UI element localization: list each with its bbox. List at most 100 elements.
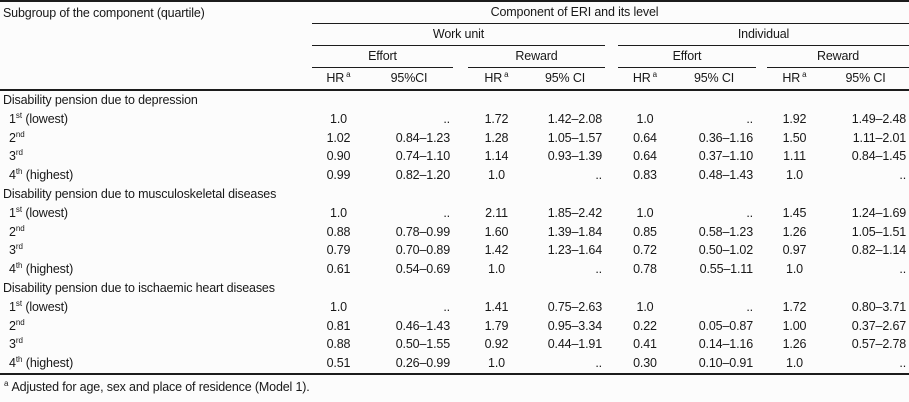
ci-value: 0.55–1.11 [699,262,753,277]
ci-value: 1.23–1.64 [547,243,602,258]
subheader-individual-reward: Reward [767,45,909,68]
header-spacer [0,23,312,45]
column-gap [453,223,468,242]
section-title: Disability pension due to depression [3,93,198,107]
ci-value: .. [443,111,450,126]
column-gap [453,110,468,129]
hr-value: 1.0 [636,299,654,314]
hr-value: 1.50 [782,130,807,145]
hr-value: 0.78 [633,262,657,277]
ci-value: .. [525,354,605,375]
ci-value: 0.36–1.16 [698,130,753,145]
table-footnote: a Adjusted for age, sex and place of resi… [2,379,909,394]
ci-value: 0.58–1.23 [698,224,753,239]
column-gap [453,129,468,148]
hr-value: 1.00 [782,318,807,333]
hr-value: 1.0 [636,205,654,220]
hr-value: 1.0 [786,168,803,183]
column-gap [605,298,618,317]
ci-value: 0.74–1.10 [395,149,450,164]
section-row-musculoskeletal: Disability pension due to musculoskeleta… [0,185,909,204]
ci-value: .. [746,299,753,314]
quartile-label: 2nd [9,317,25,333]
hr-footnote-marker: a [346,70,351,80]
hr-value: 0.99 [326,168,351,183]
column-gap [605,260,618,279]
column-gap [453,298,468,317]
hr-value: 0.51 [312,354,365,375]
hr-footnote-marker: a [802,70,807,80]
component-of-eri-header: Component of ERI and its level [312,1,909,24]
table-row: 3rd 0.90 0.74–1.10 1.14 0.93–1.39 0.64 0… [0,147,909,166]
hr-value: 1.11 [783,149,806,164]
ci-value: 0.70–0.89 [395,243,450,258]
section-row-ischaemic: Disability pension due to ischaemic hear… [0,279,909,298]
hr-value: 1.0 [330,111,347,126]
ci-value: .. [595,262,602,277]
quartile-label: 1st (lowest) [9,204,68,220]
hr-value: 0.61 [326,262,351,277]
column-gap [605,166,618,185]
column-gap [453,335,468,354]
ci-value: 0.37–2.67 [851,318,907,333]
hr-value: 0.64 [633,130,657,145]
ci-value: .. [899,262,907,277]
section-title: Disability pension due to musculoskeleta… [3,186,277,201]
table-row: 1st (lowest) 1.0 .. 1.72 1.42–2.08 1.0 .… [0,110,909,129]
ci-value: 0.46–1.43 [395,318,450,333]
subheader-work-unit-reward: Reward [468,45,605,68]
ci-value: .. [746,205,753,220]
column-gap [756,335,767,354]
column-gap [605,354,618,375]
eri-hazard-ratio-table: Subgroup of the component (quartile) Com… [0,0,909,375]
column-gap [605,317,618,336]
header-spacer [0,67,312,91]
column-gap [605,241,618,260]
hr-value: 1.28 [484,130,509,145]
ci-value: 0.14–1.16 [698,337,753,352]
hr-value: 1.26 [782,337,807,352]
hr-value: 1.60 [484,224,509,239]
hr-value: 0.81 [326,318,351,333]
column-gap [453,241,468,260]
ci-column-header: 95%CI [365,67,453,91]
quartile-label: 3rd [9,148,23,164]
hr-value: 1.92 [782,111,807,126]
ci-value: 0.10–0.91 [672,354,756,375]
ci-column-header: 95% CI [672,67,756,91]
hr-value: 1.0 [786,262,803,277]
hr-value: 0.92 [484,337,509,352]
quartile-label: 3rd [9,336,23,352]
ci-value: 0.50–1.02 [698,243,753,258]
ci-value: .. [899,168,907,183]
column-gap [453,147,468,166]
hr-value: 0.79 [326,243,351,258]
quartile-label: 4th (highest) [9,167,74,183]
column-gap [756,110,767,129]
hr-footnote-marker: a [652,70,658,80]
hr-value: 0.97 [782,243,807,258]
ci-value: 1.39–1.84 [547,224,602,239]
ci-value: 0.50–1.55 [395,337,450,352]
hr-value: 1.0 [636,111,654,126]
column-gap [756,45,767,67]
hr-value: 0.85 [633,224,657,239]
ci-value: 0.84–1.45 [851,149,907,164]
hr-value: 1.0 [468,354,525,375]
hr-value: 0.30 [618,354,672,375]
column-gap [605,129,618,148]
column-gap [756,298,767,317]
column-gap [605,45,618,67]
ci-value: 0.44–1.91 [547,337,602,352]
footnote-text: Adjusted for age, sex and place of resid… [11,379,310,394]
quartile-label: 2nd [9,223,25,239]
subgroup-column-header: Subgroup of the component (quartile) [3,5,205,20]
hr-label: HR [632,71,651,86]
hr-value: 0.88 [326,337,351,352]
column-gap [605,23,618,45]
group-header-individual: Individual [618,23,909,46]
ci-value: 1.05–1.57 [547,130,602,145]
ci-value: 1.24–1.69 [851,205,907,220]
quartile-label: 1st (lowest) [9,298,68,314]
column-gap [756,67,767,91]
